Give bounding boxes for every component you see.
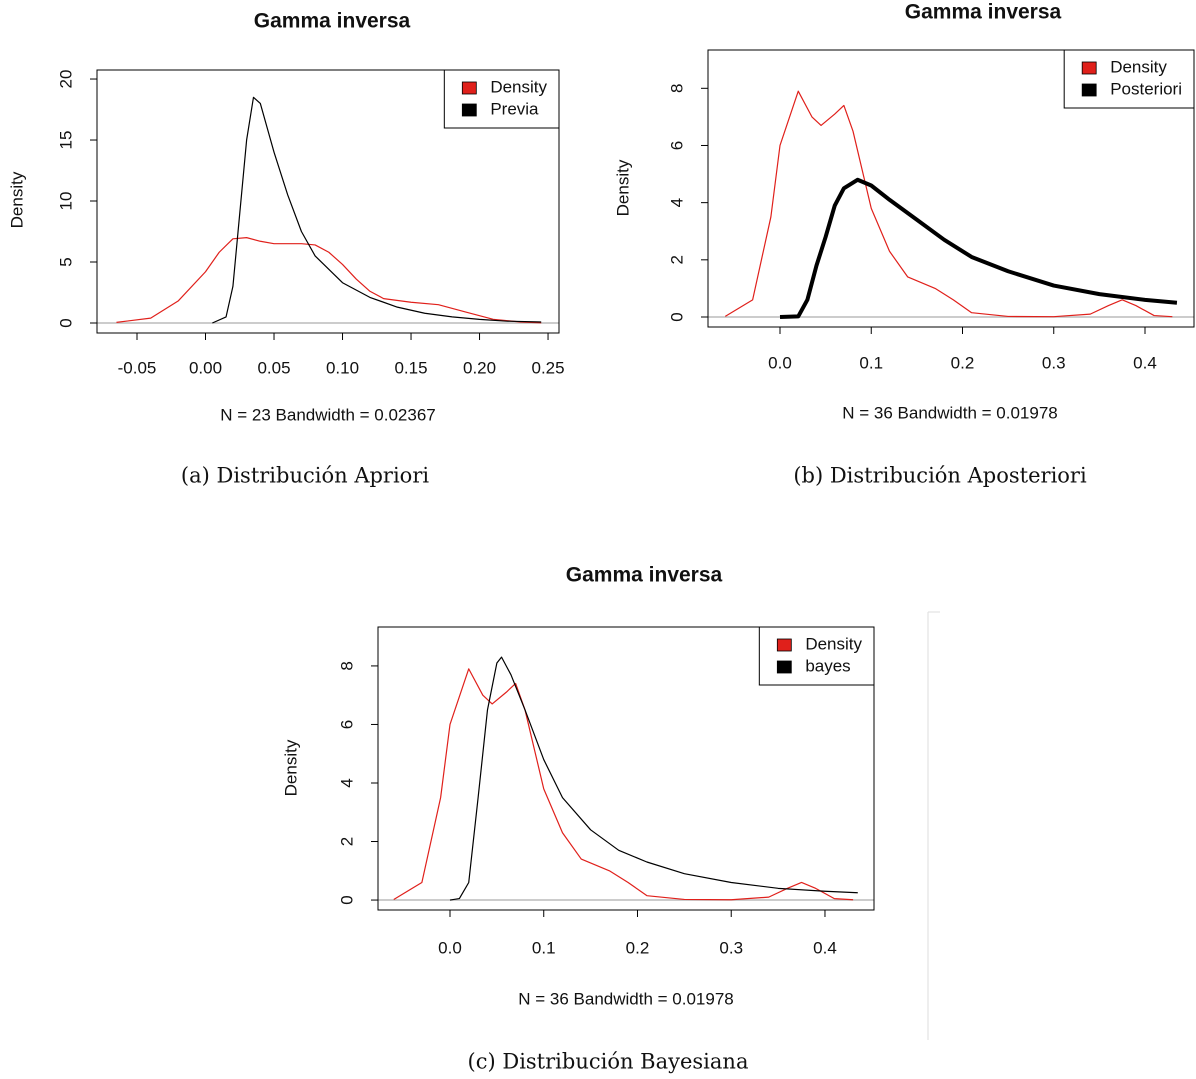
legend-swatch <box>776 638 792 652</box>
legend-swatch <box>776 660 792 674</box>
x-axis-label: N = 23 Bandwidth = 0.02367 <box>220 405 436 424</box>
y-tick-label: 5 <box>56 257 75 266</box>
density-line <box>393 668 854 901</box>
y-tick-label: 10 <box>56 192 75 211</box>
caption: (b) Distribución Aposteriori <box>793 464 1087 488</box>
x-tick-label: -0.05 <box>118 358 157 377</box>
x-tick-label: 0.20 <box>463 358 496 377</box>
y-axis-label: Density <box>613 159 632 216</box>
y-axis-label: Density <box>7 171 26 228</box>
legend-swatch <box>1081 61 1097 75</box>
x-tick-label: 0.15 <box>394 358 427 377</box>
legend-box <box>443 69 560 129</box>
x-tick-label: 0.3 <box>1042 353 1066 372</box>
legend-label: Posteriori <box>1110 79 1182 98</box>
legend: Density bayes <box>758 626 875 686</box>
plot-frame <box>96 69 560 334</box>
legend-label: Previa <box>490 99 539 118</box>
y-tick-label: 0 <box>337 895 356 904</box>
x-tick-label: 0.3 <box>719 938 743 957</box>
x-tick-label: 0.10 <box>326 358 359 377</box>
plot-frame <box>377 626 875 911</box>
y-tick-label: 15 <box>56 131 75 150</box>
x-tick-label: 0.1 <box>532 938 556 957</box>
x-tick-label: 0.05 <box>257 358 290 377</box>
x-tick-label: 0.4 <box>813 938 837 957</box>
y-tick-label: 6 <box>667 141 686 150</box>
x-tick-label: 0.2 <box>626 938 650 957</box>
legend-box <box>758 626 875 686</box>
legend: Density Previa <box>443 69 560 129</box>
y-tick-label: 8 <box>337 661 356 670</box>
y-tick-label: 4 <box>337 778 356 787</box>
y-tick-label: 8 <box>667 84 686 93</box>
density-line <box>116 237 542 324</box>
chart-title: Gamma inversa <box>905 1 1062 24</box>
y-tick-label: 2 <box>337 837 356 846</box>
density-line <box>212 96 542 324</box>
legend-label: Density <box>1110 57 1167 76</box>
plot-frame <box>707 49 1195 328</box>
y-tick-label: 20 <box>56 70 75 89</box>
chart-title: Gamma inversa <box>566 564 723 587</box>
x-tick-label: 0.25 <box>531 358 564 377</box>
y-tick-label: 0 <box>667 312 686 321</box>
x-tick-label: 0.4 <box>1133 353 1157 372</box>
x-axis-label: N = 36 Bandwidth = 0.01978 <box>518 989 734 1008</box>
density-line <box>779 177 1178 319</box>
x-tick-label: 0.0 <box>438 938 462 957</box>
legend-label: Density <box>805 634 862 653</box>
y-tick-label: 0 <box>56 318 75 327</box>
x-axis-label: N = 36 Bandwidth = 0.01978 <box>842 403 1058 422</box>
legend-swatch <box>461 103 477 117</box>
x-tick-label: 0.0 <box>768 353 792 372</box>
y-tick-label: 6 <box>337 720 356 729</box>
x-tick-label: 0.00 <box>189 358 222 377</box>
caption: (a) Distribución Apriori <box>181 464 429 488</box>
legend-swatch <box>1081 83 1097 97</box>
legend-label: Density <box>490 77 547 96</box>
x-tick-label: 0.2 <box>951 353 975 372</box>
y-tick-label: 4 <box>667 198 686 207</box>
legend-label: bayes <box>805 656 850 675</box>
x-tick-label: 0.1 <box>859 353 883 372</box>
caption: (c) Distribución Bayesiana <box>468 1050 749 1074</box>
legend: Density Posteriori <box>1063 49 1195 109</box>
y-axis-label: Density <box>281 739 300 796</box>
legend-box <box>1063 49 1195 109</box>
chart-title: Gamma inversa <box>254 10 411 33</box>
legend-swatch <box>461 81 477 95</box>
y-tick-label: 2 <box>667 255 686 264</box>
density-line <box>449 656 858 901</box>
density-line <box>724 90 1173 318</box>
